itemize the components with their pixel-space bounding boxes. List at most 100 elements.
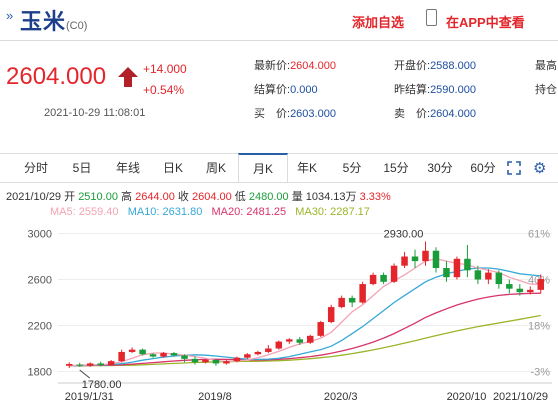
candle-body [369, 274, 377, 285]
candle-body [86, 363, 94, 366]
candle-body [118, 351, 125, 362]
low-pointer [79, 369, 91, 379]
candle-body [317, 322, 324, 336]
open-app-button[interactable]: 在APP中查看 [446, 15, 525, 30]
candle-body [506, 284, 513, 289]
candle-body [149, 354, 157, 357]
high-annotation: 2930.00 [384, 229, 424, 241]
candle-body [244, 354, 251, 358]
stat-settlement: 结算价:0.000 [254, 84, 318, 96]
candle-body [443, 268, 450, 278]
last-price: 2604.000 [6, 63, 107, 90]
candle-body [380, 274, 387, 282]
add-watchlist-button[interactable]: 添加自选 [352, 15, 405, 30]
candle-body [223, 361, 230, 364]
header-bar: » 玉米 (C0) 添加自选 在APP中查看 [0, 0, 558, 41]
ma20-line [69, 292, 541, 367]
low-annotation: 1780.00 [82, 379, 122, 391]
candle-body [527, 289, 534, 293]
double-chevron-icon: » [6, 8, 14, 23]
price-change-pct: +0.54% [143, 83, 185, 97]
stat-latest: 最新价:2604.000 [254, 60, 336, 72]
instrument-code: (C0) [66, 20, 88, 32]
candle-body [359, 284, 366, 303]
candle-body [495, 272, 503, 285]
moving-average-legend: MA5: 2559.40 MA10: 2631.80 MA20: 2481.25… [50, 206, 370, 218]
tab-30min[interactable]: 30分 [427, 161, 453, 175]
candle-body [170, 353, 178, 356]
ma5-legend: MA5: 2559.40 [50, 206, 119, 218]
instrument-name: 玉米 [20, 9, 67, 34]
candle-body [160, 353, 167, 357]
pct-tick-label: -3% [530, 367, 550, 379]
tab-yearly-k[interactable]: 年K [296, 161, 317, 175]
x-tick-label: 2019/8 [198, 391, 232, 402]
candle-body [474, 270, 482, 280]
fullscreen-icon[interactable] [507, 161, 521, 175]
stat-high: 最高 [535, 60, 557, 72]
candle-body [306, 335, 314, 343]
candle-body [233, 357, 241, 362]
period-tabs: 分时 5日 年线 日K 周K 月K 年K 5分 15分 30分 60分 ⚙ [0, 153, 558, 183]
tab-5day[interactable]: 5日 [72, 161, 92, 175]
x-tick-label: 2019/1/31 [65, 391, 114, 402]
candle-body [327, 307, 335, 323]
quote-panel: 2604.000 +14.000 +0.54% 2021-10-29 11:08… [0, 41, 558, 129]
ma30-line [69, 314, 541, 367]
candle-body [65, 364, 73, 366]
candle-body [181, 355, 188, 359]
pct-tick-label: 61% [528, 229, 550, 241]
price-change: +14.000 [143, 62, 187, 76]
ma10-legend: MA10: 2631.80 [127, 206, 203, 218]
ma5-line [69, 258, 541, 367]
tab-weekly-k[interactable]: 周K [205, 161, 226, 175]
candle-body [453, 258, 461, 278]
phone-icon [426, 9, 437, 26]
candle-body [411, 256, 419, 262]
tab-60min[interactable]: 60分 [470, 161, 496, 175]
pct-tick-label: 18% [528, 321, 550, 333]
x-tick-label: 2020/10 [447, 391, 487, 402]
candle-body [254, 351, 262, 355]
ma10-line [69, 267, 541, 367]
candle-body [485, 272, 492, 280]
candle-body [516, 288, 524, 293]
tab-5min[interactable]: 5分 [342, 161, 362, 175]
stat-open-interest: 持仓 [535, 84, 557, 96]
stat-bid: 买 价:2603.000 [254, 108, 336, 120]
tab-intraday[interactable]: 分时 [23, 161, 48, 175]
candle-body [212, 360, 220, 364]
candle-body [76, 364, 83, 366]
candle-body [97, 363, 104, 366]
candle-body [296, 339, 304, 343]
tab-monthly-k[interactable]: 月K [238, 153, 288, 182]
tab-daily-k[interactable]: 日K [162, 161, 183, 175]
candle-body [464, 258, 471, 271]
tab-15min[interactable]: 15分 [383, 161, 409, 175]
y-tick-label: 1800 [28, 367, 52, 379]
gear-icon[interactable]: ⚙ [533, 160, 547, 177]
candle-body [191, 358, 199, 363]
y-tick-label: 2600 [28, 275, 52, 287]
x-tick-label: 2020/3 [324, 391, 358, 402]
candle-body [537, 279, 545, 290]
candle-body [422, 250, 429, 262]
y-tick-label: 3000 [28, 229, 52, 241]
stat-ask: 卖 价:2604.000 [394, 108, 476, 120]
tab-year-line[interactable]: 年线 [115, 161, 140, 175]
candle-body [348, 297, 356, 303]
candle-body [275, 341, 283, 349]
candle-body [432, 250, 440, 268]
stat-prev-settlement: 昨结算:2590.000 [394, 84, 476, 96]
ma30-legend: MA30: 2287.17 [295, 206, 370, 218]
x-tick-label: 2021/10/29 [493, 391, 548, 402]
candle-body [139, 349, 146, 355]
candle-info-row: 2021/10/29 开 2510.00 高 2644.00 收 2604.00… [6, 191, 391, 203]
candle-body [128, 349, 136, 352]
ma20-legend: MA20: 2481.25 [211, 206, 287, 218]
y-tick-label: 2200 [28, 321, 52, 333]
candle-body [265, 348, 272, 352]
candle-body [107, 361, 115, 366]
candle-body [202, 360, 209, 363]
